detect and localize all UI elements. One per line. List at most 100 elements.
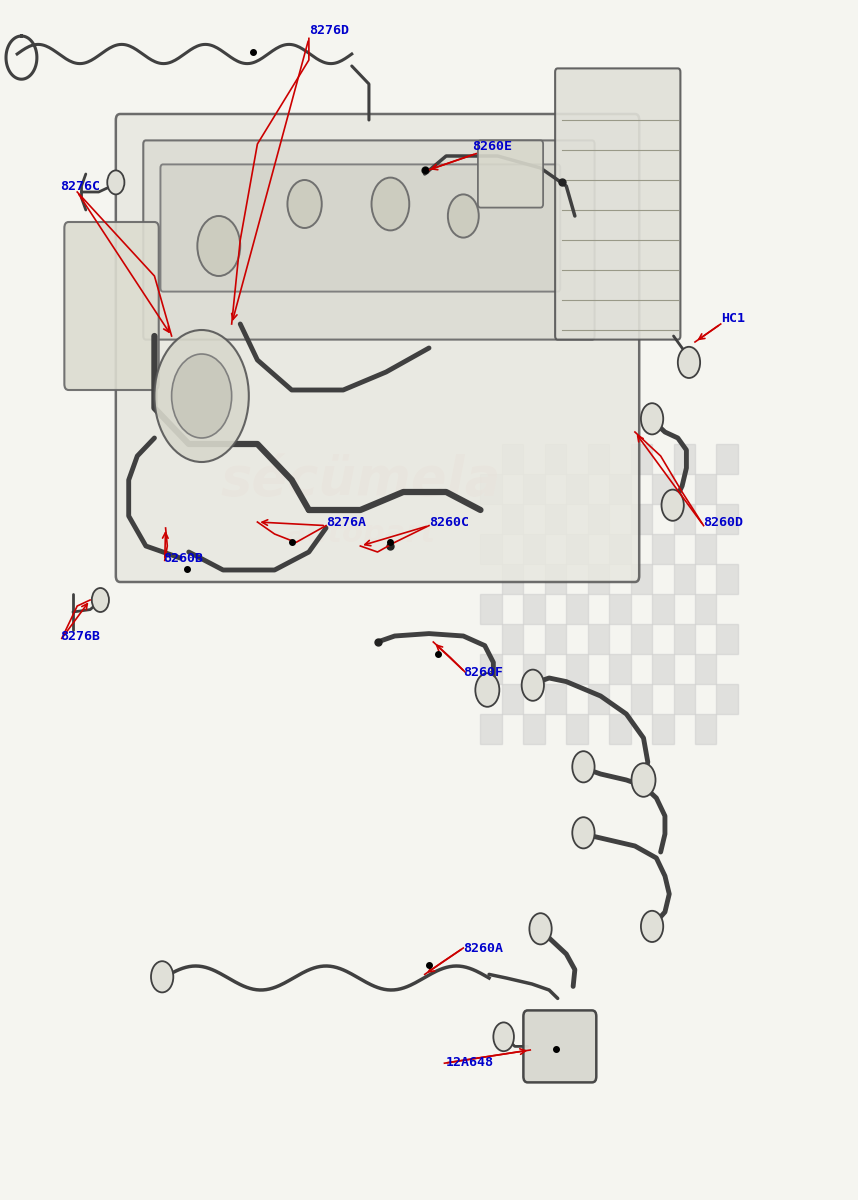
Circle shape [107,170,124,194]
Bar [609,654,631,684]
Bar [652,714,674,744]
Bar [652,654,674,684]
Bar [480,654,502,684]
FancyBboxPatch shape [64,222,159,390]
Bar [502,624,523,654]
Bar [588,564,609,594]
Bar [674,564,695,594]
Text: 8260B: 8260B [163,552,203,564]
Bar [480,474,502,504]
Bar [480,534,502,564]
Circle shape [522,670,544,701]
Bar [652,474,674,504]
Text: 8260F: 8260F [463,666,504,678]
Bar [631,504,652,534]
Bar [523,654,545,684]
Bar [631,444,652,474]
Circle shape [197,216,240,276]
Bar [523,474,545,504]
Bar [545,564,566,594]
Text: 8276D: 8276D [309,24,349,36]
Bar [652,594,674,624]
Bar [674,444,695,474]
Bar [695,594,716,624]
Bar [588,444,609,474]
Text: 8260D: 8260D [704,516,744,528]
Bar [523,594,545,624]
Bar [545,624,566,654]
Bar [631,564,652,594]
Bar [480,594,502,624]
Bar [695,534,716,564]
Circle shape [92,588,109,612]
Text: 8260A: 8260A [463,942,504,954]
Bar [609,534,631,564]
Circle shape [475,673,499,707]
Circle shape [572,817,595,848]
Bar [502,504,523,534]
Text: 12A648: 12A648 [446,1056,494,1068]
Circle shape [493,1022,514,1051]
Bar [545,504,566,534]
Bar [588,624,609,654]
Circle shape [641,911,663,942]
Text: 8276A: 8276A [326,516,366,528]
Bar [502,444,523,474]
Bar [609,474,631,504]
Bar [545,444,566,474]
Bar [716,564,738,594]
FancyBboxPatch shape [160,164,560,292]
Circle shape [151,961,173,992]
Circle shape [678,347,700,378]
Bar [502,684,523,714]
Bar [674,504,695,534]
Bar [695,654,716,684]
Text: 8276C: 8276C [60,180,100,192]
Bar [695,474,716,504]
Bar [523,714,545,744]
Circle shape [372,178,409,230]
Bar [545,684,566,714]
Bar [695,714,716,744]
Bar [631,684,652,714]
FancyBboxPatch shape [116,114,639,582]
Bar [588,684,609,714]
Bar [588,504,609,534]
Bar [674,624,695,654]
FancyBboxPatch shape [143,140,595,340]
Text: autopart: autopart [286,520,435,548]
Bar [566,714,588,744]
Bar [523,534,545,564]
Bar [502,564,523,594]
Bar [566,474,588,504]
Bar [480,714,502,744]
Circle shape [631,763,656,797]
Bar [631,624,652,654]
Circle shape [448,194,479,238]
Bar [674,684,695,714]
Circle shape [529,913,552,944]
Bar [716,684,738,714]
Text: 8260C: 8260C [429,516,469,528]
Circle shape [172,354,232,438]
Bar [652,534,674,564]
Bar [609,594,631,624]
Bar [566,534,588,564]
Bar [716,444,738,474]
FancyBboxPatch shape [478,140,543,208]
Bar [609,714,631,744]
FancyBboxPatch shape [555,68,680,340]
Circle shape [287,180,322,228]
Text: 8260E: 8260E [472,140,512,152]
Bar [716,504,738,534]
Bar [716,624,738,654]
Circle shape [154,330,249,462]
Bar [566,654,588,684]
Circle shape [641,403,663,434]
Text: sécümela: sécümela [221,454,500,506]
FancyBboxPatch shape [523,1010,596,1082]
Text: HC1: HC1 [721,312,745,324]
Circle shape [572,751,595,782]
Text: 8276B: 8276B [60,630,100,642]
Bar [566,594,588,624]
